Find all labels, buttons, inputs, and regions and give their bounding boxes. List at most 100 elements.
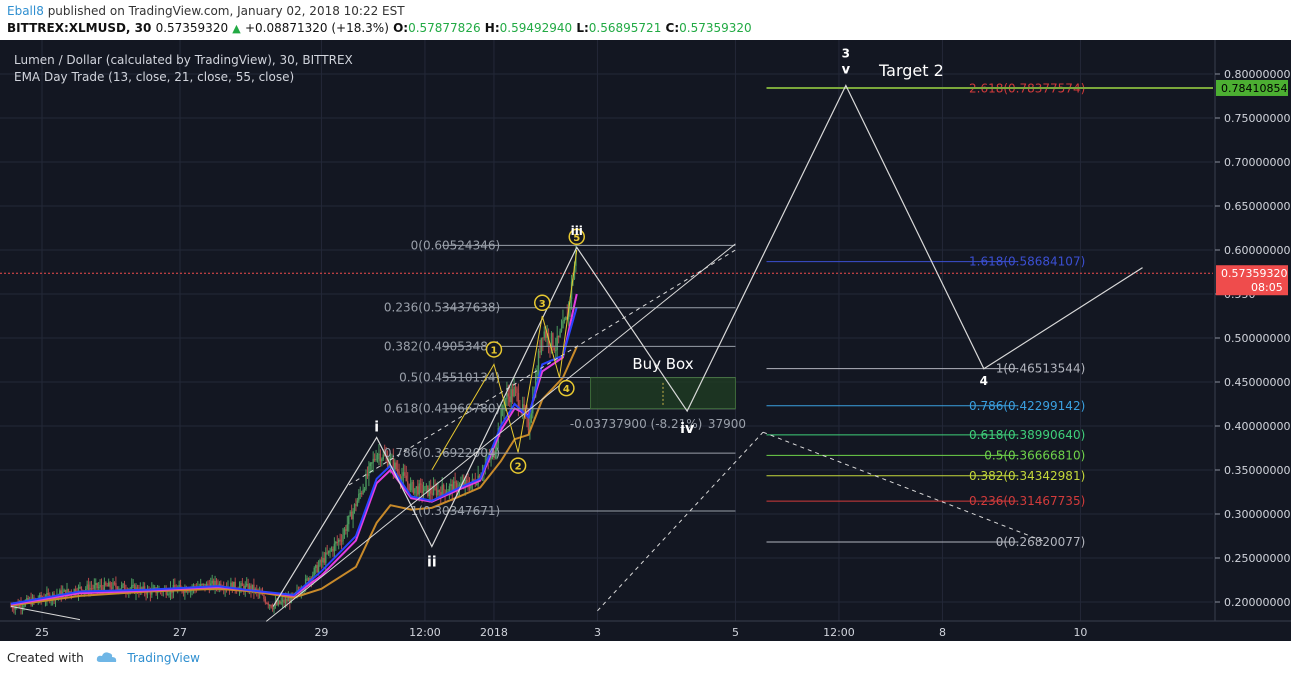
chart-title: Lumen / Dollar (calculated by TradingVie… xyxy=(14,53,353,67)
candle-body xyxy=(202,583,205,585)
candle-body xyxy=(356,500,359,507)
candle-body xyxy=(123,583,126,591)
yellow-wave-1-text: 1 xyxy=(490,345,497,356)
candle-body xyxy=(405,475,407,482)
candle-body xyxy=(100,584,103,588)
candle-body xyxy=(432,486,435,495)
y-tick-label-6: 0.50000000 xyxy=(1224,332,1290,345)
candle-body xyxy=(283,599,285,604)
candle-body xyxy=(287,598,290,602)
target-price-tag xyxy=(1216,79,1288,96)
candle-body xyxy=(372,458,374,463)
candle-body xyxy=(115,583,117,588)
candle-body xyxy=(562,321,564,329)
candle-body xyxy=(447,491,449,493)
candle-body xyxy=(455,482,458,492)
countdown-label: 08:05 xyxy=(1251,281,1283,294)
high-label: H: xyxy=(484,21,500,35)
fib2-label-1.618: 1.618(0.58684107) xyxy=(969,255,1085,269)
candle-body xyxy=(231,582,234,591)
candle-body xyxy=(506,393,508,399)
candle-body xyxy=(440,492,442,497)
tradingview-brand-link[interactable]: TradingView xyxy=(127,651,200,665)
candle-body xyxy=(168,593,170,595)
candle-body xyxy=(273,605,275,610)
candle-body xyxy=(290,594,292,603)
fib1-label-0.618: 0.618(0.41966780) xyxy=(384,402,500,416)
candle-body xyxy=(319,560,321,566)
candle-body xyxy=(470,483,472,489)
x-tick-label-2: 29 xyxy=(314,626,328,639)
candle-body xyxy=(473,479,475,482)
fib-retracement-1: 0(0.60524346) 0.236(0.53437638) 0.382(0.49… xyxy=(384,238,736,518)
candle-body xyxy=(342,535,344,542)
fib2-label-0.618: 0.618(0.38990640) xyxy=(969,428,1085,442)
price-chart[interactable]: 0(0.60524346) 0.236(0.53437638) 0.382(0.49… xyxy=(0,40,1291,641)
candle-body xyxy=(536,372,538,376)
wave-label-iii: iii xyxy=(571,224,583,238)
candle-body xyxy=(63,589,65,592)
candle-body xyxy=(264,598,267,603)
current-price-tag xyxy=(1216,265,1288,296)
candle-body xyxy=(211,580,213,584)
candle-body xyxy=(392,458,395,471)
candle-body xyxy=(271,607,274,610)
candle-body xyxy=(99,584,101,587)
candle-body xyxy=(263,594,265,599)
candle-body xyxy=(353,504,356,511)
publish-line: Eball8 published on TradingView.com, Jan… xyxy=(7,4,405,18)
candle-body xyxy=(565,317,567,320)
yellow-wave-3-text: 3 xyxy=(539,299,546,310)
buy-box-measure-tail: 37900 xyxy=(708,417,746,431)
candle-body xyxy=(284,598,287,604)
candle-body xyxy=(299,591,301,594)
candle-body xyxy=(448,486,451,492)
candle-body xyxy=(441,484,443,497)
candle-body xyxy=(103,582,106,592)
open-value: 0.57877826 xyxy=(408,21,481,35)
candle-body xyxy=(399,476,402,481)
candle-body xyxy=(438,490,441,493)
candle-body xyxy=(335,542,337,544)
candle-body xyxy=(496,443,498,452)
candle-body xyxy=(187,591,189,593)
target-price-label: 0.78410854 xyxy=(1221,82,1287,95)
candle-body xyxy=(388,463,390,466)
author-link[interactable]: Eball8 xyxy=(7,4,44,18)
candle-body xyxy=(546,333,548,338)
candle-body xyxy=(97,586,100,589)
candle-body xyxy=(352,510,354,520)
high-value: 0.59492940 xyxy=(499,21,573,35)
channel-left-line xyxy=(10,605,81,621)
candle-body xyxy=(116,587,119,591)
candle-body xyxy=(166,594,169,596)
candle-body xyxy=(87,584,90,592)
candle-body xyxy=(411,482,413,484)
candle-body xyxy=(365,473,367,490)
candle-body xyxy=(330,548,333,551)
fib2-label-1: 1(0.46513544) xyxy=(996,362,1086,376)
candle-body xyxy=(368,465,370,477)
candle-body xyxy=(145,592,147,595)
candle-body xyxy=(378,453,380,455)
y-tick-label-8: 0.40000000 xyxy=(1224,420,1290,433)
candle-body xyxy=(417,486,419,495)
change-value: +0.08871320 (+18.3%) xyxy=(244,21,389,35)
created-with-label: Created with xyxy=(7,651,84,665)
channel-upper-line xyxy=(265,243,736,622)
candle-body xyxy=(289,598,291,603)
candle-body xyxy=(409,483,412,491)
candle-body xyxy=(358,493,360,501)
fib1-label-0.5: 0.5(0.45510134) xyxy=(399,371,500,385)
candle-body xyxy=(346,524,349,531)
candle-body xyxy=(425,485,428,487)
candle-body xyxy=(509,396,511,403)
current-price-label: 0.57359320 xyxy=(1221,267,1287,280)
candle-body xyxy=(557,335,560,337)
x-tick-label-1: 27 xyxy=(173,626,187,639)
candle-body xyxy=(316,565,318,573)
y-tick-label-10: 0.30000000 xyxy=(1224,508,1290,521)
fib1-label-0.382: 0.382(0.49053488) xyxy=(384,339,500,353)
candle-body xyxy=(80,586,83,590)
candle-body xyxy=(510,389,512,403)
